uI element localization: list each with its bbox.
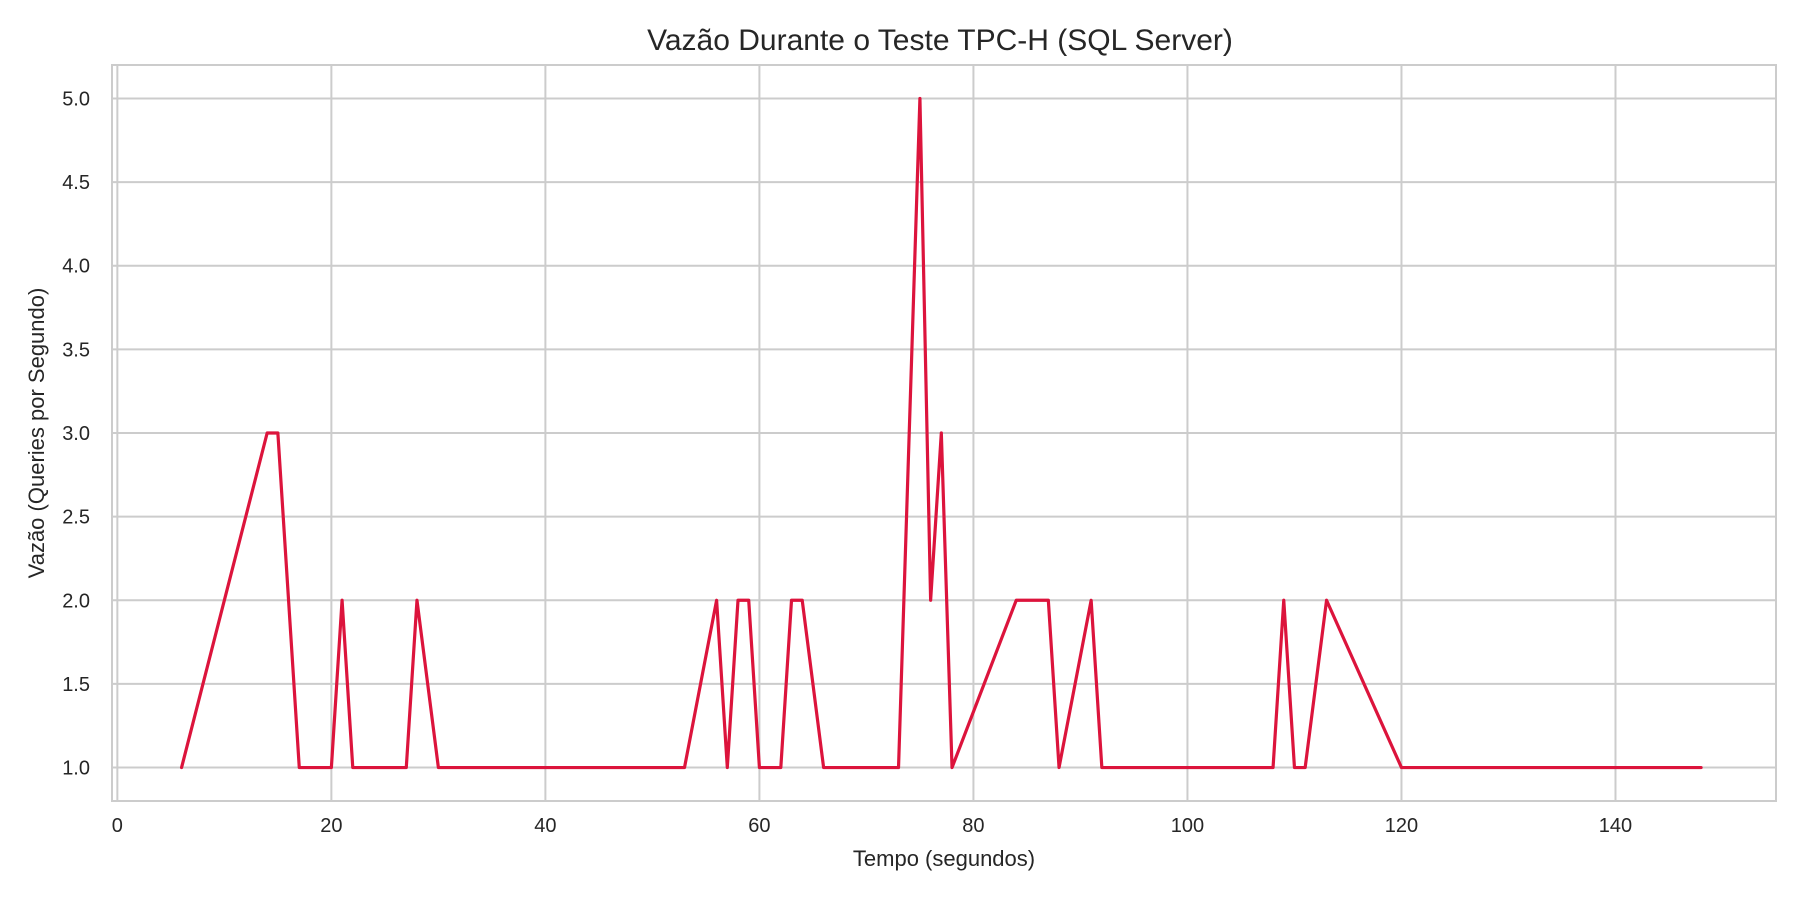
x-tick-label: 120 [1385,815,1418,837]
x-tick-label: 20 [320,815,342,837]
x-tick-label: 80 [962,815,984,837]
data-point [950,766,954,770]
y-tick-label: 1.0 [62,758,90,780]
data-point [1100,766,1104,770]
x-tick-labels: 0 20 40 60 80 100 120 140 [112,815,1632,837]
data-point [351,766,355,770]
data-point [329,766,333,770]
data-point [918,96,922,100]
data-point [276,431,280,435]
data-point [1399,766,1403,770]
x-tick-label: 40 [534,815,556,837]
data-point [715,598,719,602]
series-layer [179,96,1703,770]
y-tick-labels: 1.0 1.5 2.0 2.5 3.0 3.5 4.0 4.5 5.0 [62,88,90,779]
data-point [1292,766,1296,770]
data-point [1014,598,1018,602]
y-tick-label: 3.5 [62,339,90,361]
y-tick-label: 5.0 [62,88,90,110]
series-line [179,96,1703,770]
data-point [1325,598,1329,602]
data-point [436,766,440,770]
data-point [265,431,269,435]
x-axis-label: Tempo (segundos) [853,846,1035,871]
data-point [1089,598,1093,602]
y-tick-label: 4.0 [62,256,90,278]
data-point [1282,598,1286,602]
y-tick-label: 2.0 [62,590,90,612]
data-point [757,766,761,770]
data-point [1303,766,1307,770]
x-tick-label: 60 [748,815,770,837]
grid-lines [112,65,1776,801]
data-point [822,766,826,770]
data-point [1057,766,1061,770]
y-axis-label: Vazão (Queries por Segundo) [24,288,49,579]
data-point [1699,766,1703,770]
data-point [297,766,301,770]
data-point [800,598,804,602]
data-point [1046,598,1050,602]
chart-title: Vazão Durante o Teste TPC-H (SQL Server) [647,24,1233,57]
data-point [779,766,783,770]
y-tick-label: 4.5 [62,172,90,194]
data-point [180,766,184,770]
x-tick-label: 100 [1171,815,1204,837]
data-point [736,598,740,602]
data-point [1271,766,1275,770]
x-tick-label: 140 [1599,815,1632,837]
data-point [415,598,419,602]
data-point [790,598,794,602]
data-point [747,598,751,602]
data-point [340,598,344,602]
x-tick-label: 0 [112,815,123,837]
y-tick-label: 1.5 [62,674,90,696]
data-point [929,598,933,602]
data-point [897,766,901,770]
y-tick-label: 3.0 [62,423,90,445]
data-point [404,766,408,770]
data-point [939,431,943,435]
y-tick-label: 2.5 [62,507,90,529]
data-point [725,766,729,770]
data-point [683,766,687,770]
